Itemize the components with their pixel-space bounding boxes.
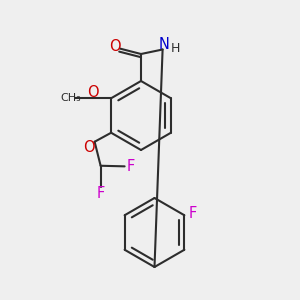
Text: O: O (83, 140, 94, 155)
Text: H: H (170, 42, 180, 55)
Text: O: O (87, 85, 99, 100)
Text: CH₃: CH₃ (60, 93, 81, 103)
Text: O: O (109, 39, 120, 54)
Text: F: F (97, 186, 105, 201)
Text: F: F (189, 206, 197, 221)
Text: F: F (127, 159, 135, 174)
Text: N: N (159, 37, 170, 52)
